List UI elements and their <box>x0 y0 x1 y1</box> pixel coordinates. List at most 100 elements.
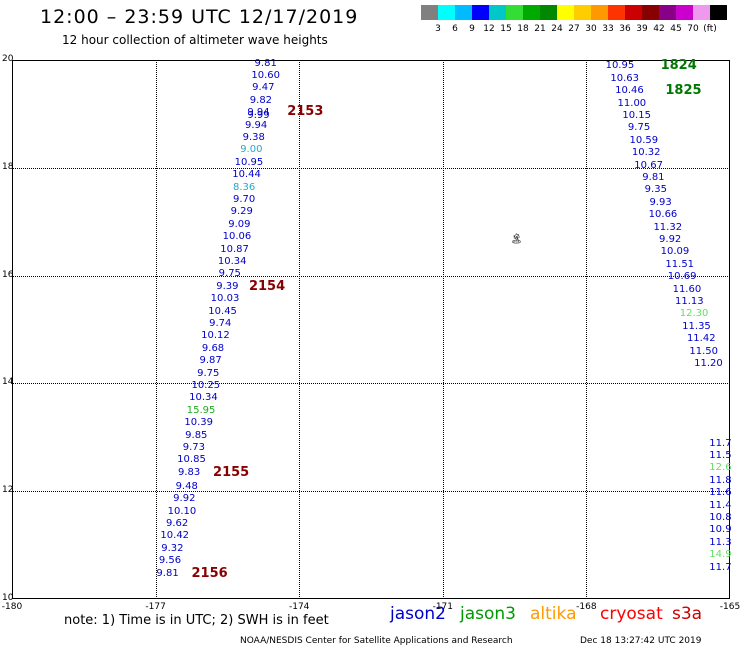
scale-label: 9 <box>469 24 475 34</box>
pass-time-label: 1824 <box>660 58 697 74</box>
wave-height-value: 9.93 <box>649 196 672 208</box>
wave-height-value: 10.9 <box>709 524 732 536</box>
wave-height-value: 9.74 <box>209 318 232 330</box>
island-outline-icon: 🏝 <box>510 234 523 245</box>
pass-time-label: 2154 <box>248 278 286 294</box>
scale-label: 18 <box>517 24 529 34</box>
longitude-label: -165 <box>719 602 740 612</box>
wave-height-value: 10.44 <box>232 169 261 181</box>
scale-swatch <box>489 5 506 20</box>
scale-label: (ft) <box>703 24 717 34</box>
wave-height-value: 9.35 <box>644 184 667 196</box>
wave-height-value: 8.36 <box>233 181 256 193</box>
latitude-label: 14 <box>2 377 14 388</box>
wave-height-value: 9.56 <box>158 555 182 567</box>
wave-height-value: 9.81 <box>254 57 277 69</box>
wave-height-value: 11.7 <box>709 561 732 573</box>
wave-height-value: 10.95 <box>234 156 264 168</box>
wave-height-value: 15.95 <box>186 404 216 416</box>
scale-swatch <box>608 5 625 20</box>
scale-swatch <box>472 5 489 20</box>
wave-height-value: 9.82 <box>249 94 273 106</box>
scale-label: 12 <box>483 24 495 34</box>
wave-height-value: 10.45 <box>208 305 237 317</box>
wave-height-value: 10.8 <box>709 512 732 524</box>
wave-height-value: 9.85 <box>185 429 208 441</box>
longitude-label: -171 <box>432 602 454 612</box>
scale-swatch <box>506 5 523 20</box>
latitude-gridline <box>12 167 730 169</box>
wave-height-value: 9.87 <box>199 355 222 367</box>
longitude-label: -177 <box>145 602 166 612</box>
latitude-gridline <box>12 383 730 385</box>
wave-height-value: 11.35 <box>682 320 711 332</box>
wave-height-value: 10.06 <box>222 231 252 243</box>
wave-height-value: 11.32 <box>653 221 683 233</box>
wave-height-value: 12.6 <box>709 462 732 474</box>
longitude-label: -174 <box>288 602 310 612</box>
wave-height-value: 9.29 <box>230 206 253 218</box>
scale-label: 70 <box>687 24 699 34</box>
legend-cryosat: cryosat <box>600 604 663 624</box>
wave-height-value: 10.63 <box>610 72 640 84</box>
wave-height-value: 9.39 <box>216 280 239 292</box>
wave-height-value: 11.20 <box>694 357 723 369</box>
wave-height-value: 9.62 <box>165 518 189 529</box>
wave-height-value: 10.34 <box>217 256 247 268</box>
wave-height-value: 9.75 <box>627 122 651 134</box>
legend-jason3: jason3 <box>460 604 516 624</box>
generated-timestamp: Dec 18 13:27:42 UTC 2019 <box>580 636 702 646</box>
wave-height-value: 9.32 <box>161 542 184 554</box>
latitude-label: 18 <box>2 161 14 172</box>
scale-swatch <box>557 5 574 20</box>
scale-label: 33 <box>602 24 614 34</box>
wave-height-value: 10.46 <box>615 85 644 97</box>
wave-height-value: 11.4 <box>709 499 732 511</box>
wave-height-value: 11.5 <box>709 450 732 462</box>
wave-height-value: 9.00 <box>240 144 263 156</box>
wave-height-value: 9.94 <box>247 107 270 119</box>
wave-height-value: 14.9 <box>709 549 732 561</box>
scale-swatch <box>710 5 727 20</box>
wave-height-value: 9.73 <box>182 442 206 453</box>
wave-height-value: 9.99 <box>247 109 270 121</box>
pass-time-label: 2153 <box>287 104 324 120</box>
wave-height-value: 10.10 <box>167 505 197 517</box>
latitude-label: 10 <box>2 593 14 603</box>
wave-height-value: 10.09 <box>660 246 690 258</box>
longitude-gridline <box>299 60 301 599</box>
wave-height-value: 11.8 <box>709 474 732 486</box>
wave-height-value: 9.92 <box>659 233 682 245</box>
scale-label: 21 <box>534 24 546 34</box>
wave-height-value: 9.68 <box>201 342 225 354</box>
wave-height-value: 10.39 <box>184 417 213 429</box>
wave-height-value: 10.42 <box>160 530 190 542</box>
latitude-label: 20 <box>2 54 14 64</box>
wave-height-value: 9.38 <box>242 132 265 144</box>
longitude-label: -168 <box>576 602 597 612</box>
scale-label: 6 <box>452 24 458 34</box>
scale-label: 36 <box>619 24 631 34</box>
scale-label: 24 <box>551 24 563 34</box>
wave-height-value: 10.25 <box>191 380 221 392</box>
wave-height-value: 11.60 <box>672 283 702 295</box>
wave-height-value: 9.47 <box>252 82 275 94</box>
wave-height-value: 11.6 <box>709 487 732 499</box>
wave-height-value: 9.09 <box>228 218 251 230</box>
wave-height-value: 9.83 <box>177 466 201 478</box>
wave-height-value: 11.7 <box>709 437 732 449</box>
map-title: 12:00 – 23:59 UTC 12/17/2019 <box>40 6 359 28</box>
map-subtitle: 12 hour collection of altimeter wave hei… <box>62 33 328 47</box>
wave-height-value: 10.59 <box>629 134 659 146</box>
scale-label: 39 <box>636 24 648 34</box>
wave-height-value: 10.32 <box>631 147 661 159</box>
wave-height-value: 10.69 <box>667 271 697 283</box>
scale-label: 30 <box>585 24 597 34</box>
scale-swatch <box>421 5 438 20</box>
map-frame <box>12 60 730 599</box>
scale-label: 3 <box>435 24 441 34</box>
wave-height-value: 11.51 <box>665 258 695 270</box>
wave-height-value: 9.81 <box>642 171 665 183</box>
wave-height-value: 9.75 <box>218 268 241 280</box>
wave-height-value: 10.60 <box>251 70 281 82</box>
